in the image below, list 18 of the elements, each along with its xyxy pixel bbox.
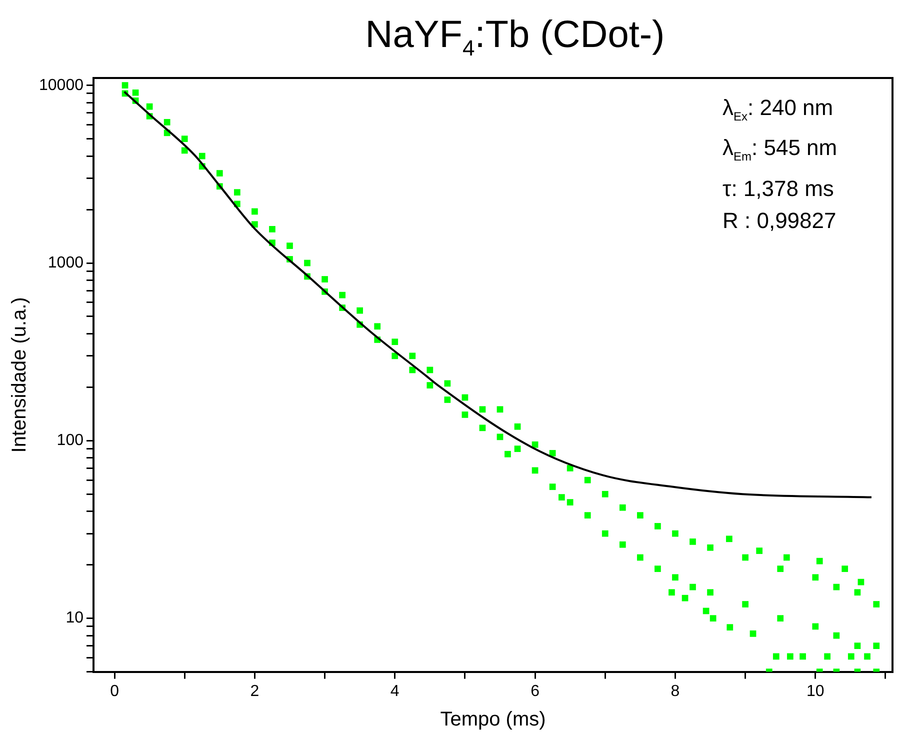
y-tick-label: 10: [66, 610, 84, 627]
x-tick-label: 10: [806, 682, 824, 700]
chart-title: NaYF$_{4}$:Tb (CDot-): [364, 14, 666, 62]
annotation: λ$_{Em}$: 545 nm: [722, 134, 838, 166]
x-tick-label: 8: [670, 682, 680, 700]
x-tick-label: 6: [530, 682, 540, 700]
annotation: λ$_{Ex}$: 240 nm: [722, 94, 834, 126]
x-axis-title: Tempo (ms): [440, 708, 546, 731]
x-tick-label: 0: [110, 682, 120, 700]
line-series: [123, 90, 872, 498]
y-axis-title: Intensidade (u.a.): [8, 297, 31, 453]
annotation: R : 0,99827: [722, 206, 838, 235]
y-tick-label: 10000: [38, 76, 84, 94]
x-tick-label: 4: [390, 682, 400, 700]
y-tick-label: 1000: [48, 254, 84, 272]
y-tick-label: 100: [56, 432, 84, 450]
x-tick-label: 2: [250, 682, 260, 700]
annotation: τ: 1,378 ms: [722, 174, 835, 203]
